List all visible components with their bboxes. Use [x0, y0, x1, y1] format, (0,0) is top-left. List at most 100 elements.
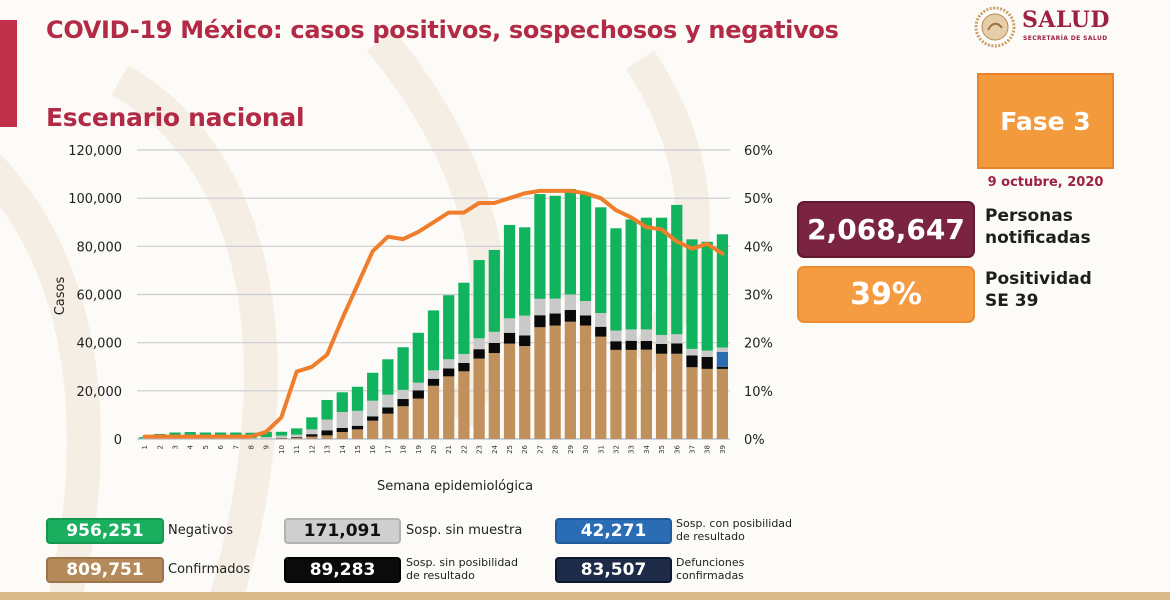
x-tick-label: 1	[141, 445, 149, 449]
x-tick-label: 4	[187, 444, 195, 449]
bar-confirmados	[519, 346, 531, 439]
bar-sosp-sin-posibilidad	[716, 366, 729, 369]
bar-confirmados	[655, 353, 668, 439]
national-seal-icon	[974, 6, 1016, 48]
bar-confirmados	[367, 420, 379, 439]
x-tick-label: 21	[445, 445, 453, 454]
bar-stack	[579, 193, 592, 439]
bar-negativos	[382, 359, 394, 395]
x-tick-label: 7	[232, 445, 240, 449]
legend-label-line2: de resultado	[676, 530, 745, 543]
bar-stack	[655, 217, 668, 439]
legend-label: Sosp. con posibilidad de resultado	[676, 517, 792, 543]
bar-sosp-sin-muestra	[230, 438, 242, 439]
x-tick-label: 26	[521, 444, 529, 453]
x-tick-label: 3	[172, 445, 180, 449]
bar-sosp-sin-muestra	[397, 389, 409, 400]
bar-sosp-sin-posibilidad	[503, 332, 516, 344]
x-tick-label: 38	[704, 445, 712, 454]
legend-value-box: 83,507	[555, 557, 672, 583]
bar-sosp-sin-posibilidad	[291, 437, 303, 438]
bar-sosp-sin-posibilidad	[397, 399, 409, 407]
legend-label-line1: Confirmados	[168, 562, 251, 577]
bottom-border	[0, 592, 1170, 600]
bar-negativos	[367, 372, 379, 401]
bar-stack	[610, 228, 622, 439]
bar-sosp-sin-posibilidad	[595, 326, 607, 337]
bar-sosp-sin-muestra	[245, 438, 257, 439]
legend-label: Defunciones confirmadas	[676, 556, 744, 582]
notified-label-line2: notificadas	[985, 228, 1091, 248]
bar-sosp-sin-muestra	[564, 294, 576, 310]
bar-sosp-sin-muestra	[610, 330, 622, 342]
bar-confirmados	[640, 349, 652, 439]
notified-label-line1: Personas	[985, 206, 1073, 226]
legend-label: Confirmados	[168, 563, 250, 577]
bar-sosp-sin-muestra	[579, 301, 592, 316]
bar-sosp-sin-posibilidad	[640, 340, 652, 350]
y2-tick-label: 50%	[744, 192, 773, 207]
x-axis-ticks: 1 2 3 4 5 6 7 8 9 10 11 12 13 14 15 16 17 18 19 20 21 22 23 24 2…	[141, 444, 727, 453]
bar-sosp-sin-posibilidad	[610, 341, 622, 350]
x-tick-label: 9	[263, 445, 271, 449]
bar-negativos	[473, 260, 485, 339]
bar-stack	[595, 207, 607, 439]
x-tick-label: 22	[460, 445, 468, 454]
bar-stack	[367, 372, 379, 439]
y2-tick-label: 60%	[744, 144, 773, 159]
x-tick-label: 27	[536, 445, 544, 454]
bar-sosp-sin-muestra	[488, 331, 500, 343]
legend-label-line1: Defunciones	[676, 556, 745, 569]
bar-sosp-sin-posibilidad	[549, 313, 561, 326]
bar-negativos	[519, 227, 531, 316]
salud-logo: SALUD SECRETARÍA DE SALUD	[974, 6, 1124, 48]
bar-confirmados	[595, 336, 607, 439]
bar-sosp-sin-muestra	[275, 435, 288, 439]
y-tick-label: 100,000	[68, 192, 122, 207]
bar-sosp-sin-muestra	[640, 329, 652, 341]
bar-sosp-sin-posibilidad	[458, 362, 470, 372]
bar-sosp-sin-muestra	[519, 315, 531, 336]
positivity-label-line2: SE 39	[985, 291, 1039, 311]
legend-label-line1: Sosp. sin posibilidad	[406, 556, 519, 569]
y2-axis-ticks: 0% 10% 20% 30% 40% 50% 60%	[744, 144, 773, 448]
bar-negativos	[579, 193, 592, 302]
bar-sosp-sin-muestra	[595, 313, 607, 327]
bar-negativos	[397, 347, 409, 390]
section-title: Escenario nacional	[46, 103, 305, 132]
bar-sosp-sin-muestra	[625, 329, 637, 341]
bar-negativos	[458, 282, 470, 354]
bar-confirmados	[306, 436, 318, 439]
bar-confirmados	[671, 353, 683, 439]
bar-negativos	[412, 332, 424, 383]
bar-confirmados	[275, 438, 288, 439]
bar-stack	[519, 227, 531, 439]
y-axis-ticks: 0 20,000 40,000 60,000 80,000 100,000 120,000	[68, 144, 122, 448]
bar-sosp-sin-muestra	[701, 350, 713, 357]
x-tick-label: 24	[491, 444, 499, 453]
bar-sosp-sin-posibilidad	[412, 390, 424, 399]
bar-stack	[488, 249, 500, 439]
bar-sosp-sin-posibilidad	[671, 343, 683, 354]
x-tick-label: 20	[430, 445, 438, 454]
x-tick-label: 33	[628, 445, 636, 454]
bar-confirmados	[443, 376, 455, 439]
x-tick-label: 37	[688, 445, 696, 454]
bar-sosp-sin-posibilidad	[488, 342, 500, 354]
bar-sosp-sin-posibilidad	[579, 315, 592, 326]
bar-stack	[397, 347, 409, 439]
bar-sosp-con-posibilidad	[716, 351, 729, 367]
bar-sosp-sin-muestra	[382, 394, 394, 408]
x-tick-label: 17	[384, 445, 392, 454]
x-tick-label: 2	[156, 445, 164, 449]
report-date: 9 octubre, 2020	[987, 175, 1104, 190]
bar-confirmados	[351, 429, 364, 439]
bar-stack	[458, 282, 470, 439]
y2-tick-label: 20%	[744, 337, 773, 352]
bar-stack	[443, 295, 455, 439]
x-tick-label: 5	[202, 445, 210, 449]
bar-negativos	[610, 228, 622, 331]
y-tick-label: 40,000	[77, 337, 123, 352]
bar-stack	[701, 241, 713, 439]
bar-negativos	[640, 217, 652, 330]
